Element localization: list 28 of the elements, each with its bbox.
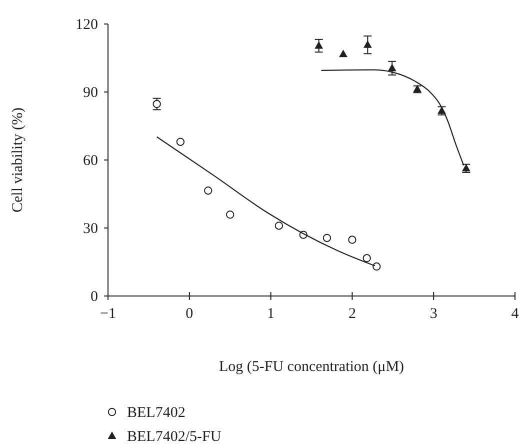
point xyxy=(152,100,161,108)
x-tick-label: 2 xyxy=(348,306,356,322)
x-tick-label: 1 xyxy=(267,306,275,322)
point xyxy=(314,41,324,49)
point xyxy=(348,236,356,244)
point xyxy=(362,254,371,262)
x-axis-title: Log (5-FU concentration (μM) xyxy=(218,359,404,375)
point xyxy=(204,186,212,195)
point xyxy=(339,50,348,58)
y-tick-label: 0 xyxy=(90,289,98,305)
point xyxy=(372,262,381,271)
point xyxy=(176,138,185,146)
y-tick-label: 90 xyxy=(83,85,98,101)
y-tick-label: 60 xyxy=(83,153,98,169)
point xyxy=(322,234,332,242)
x-tick-label: 4 xyxy=(511,306,520,322)
y-tick-label: 120 xyxy=(76,17,98,33)
point xyxy=(226,210,234,219)
x-tick-label: 3 xyxy=(430,306,438,322)
legend-label: BEL7402/5-FU xyxy=(127,429,222,445)
x-tick-label: −1 xyxy=(100,306,116,322)
y-tick-label: 30 xyxy=(83,221,98,237)
x-tick-label: 0 xyxy=(186,306,194,322)
point xyxy=(274,222,284,230)
point xyxy=(388,64,396,72)
point xyxy=(363,40,372,48)
legend-label: BEL7402 xyxy=(127,405,186,421)
y-axis-title: Cell viability (%) xyxy=(10,108,26,212)
